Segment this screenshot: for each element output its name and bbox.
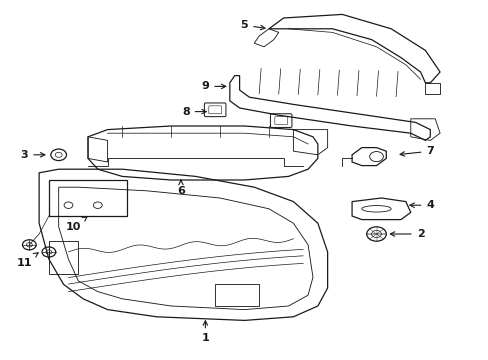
Text: 8: 8 [182,107,206,117]
Text: 3: 3 [20,150,45,160]
Text: 10: 10 [65,217,87,232]
Text: 11: 11 [17,253,38,268]
Text: 5: 5 [240,20,264,30]
Text: 9: 9 [201,81,225,91]
Text: 4: 4 [409,200,433,210]
Bar [215,284,259,306]
Bar [49,180,127,216]
Text: 6: 6 [177,180,184,196]
Bar [49,241,78,274]
Text: 7: 7 [399,146,433,156]
Text: 1: 1 [201,321,209,343]
Text: 2: 2 [389,229,424,239]
